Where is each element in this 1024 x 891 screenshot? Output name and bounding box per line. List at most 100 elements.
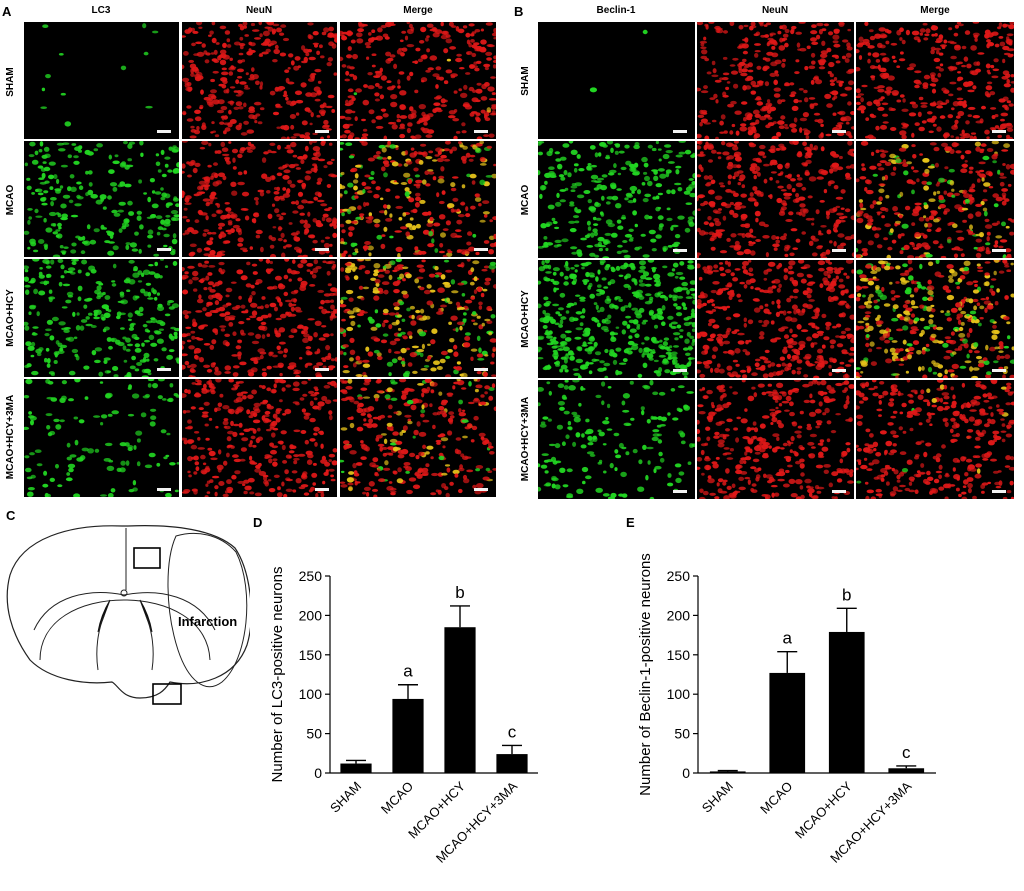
scale-bar <box>992 130 1006 133</box>
figd-y-tick-label: 50 <box>306 726 322 742</box>
figb-neun-panel <box>697 22 854 139</box>
figd-significance-label: b <box>455 583 464 602</box>
scale-bar <box>992 249 1006 252</box>
scale-bar <box>157 248 171 251</box>
fige-y-label: Number of Beclin-1-positive neurons <box>637 553 654 796</box>
fige-y-tick-label: 250 <box>667 568 691 584</box>
figa-lc3-panel <box>24 141 179 257</box>
figb-neun-panel <box>697 260 854 378</box>
figb-row-label-mcao: MCAO <box>520 141 531 259</box>
fige-bar <box>829 632 865 773</box>
figd-y-tick-label: 100 <box>299 686 323 702</box>
figa-col-label-lc3: LC3 <box>24 5 178 16</box>
figb-beclin-panel <box>538 380 695 499</box>
scale-bar <box>474 130 488 133</box>
figd-y-tick-label: 200 <box>299 607 323 623</box>
figd-lc3-bar-chart: 0 50 100 150 200 250 Number of LC3-positive ne… <box>256 520 616 886</box>
panel-letter-e: E <box>626 515 635 530</box>
figa-merge-panel <box>340 22 496 139</box>
fige-category-label: SHAM <box>699 779 736 816</box>
infarction-outline <box>168 533 247 686</box>
panel-letter-b: B <box>514 4 523 19</box>
figb-beclin-panel <box>538 141 695 258</box>
scale-bar <box>474 488 488 491</box>
figd-y-label: Number of LC3-positive neurons <box>269 567 286 783</box>
fige-y-tick-label: 150 <box>667 647 691 663</box>
scale-bar <box>673 490 687 493</box>
figb-merge-panel <box>856 141 1014 258</box>
scale-bar <box>315 368 329 371</box>
scale-bar <box>157 130 171 133</box>
scale-bar <box>157 368 171 371</box>
fige-y-tick-label: 0 <box>682 765 690 781</box>
fige-category-label: MCAO <box>757 779 795 817</box>
figa-lc3-panel <box>24 22 179 139</box>
fige-y-tick-label: 200 <box>667 607 691 623</box>
figa-neun-panel <box>182 379 337 497</box>
fige-significance-label: c <box>902 743 911 762</box>
scale-bar <box>992 369 1006 372</box>
scale-bar <box>315 248 329 251</box>
scale-bar <box>474 368 488 371</box>
scale-bar <box>673 369 687 372</box>
figb-merge-panel <box>856 260 1014 378</box>
scale-bar <box>832 130 846 133</box>
scale-bar <box>832 249 846 252</box>
fige-bar <box>710 771 746 773</box>
figd-bar <box>444 627 475 773</box>
figb-row-label-sham: SHAM <box>520 21 531 141</box>
panel-letter-a: A <box>2 4 11 19</box>
scale-bar <box>157 488 171 491</box>
figd-y-tick-label: 250 <box>299 568 323 584</box>
figd-y-tick-label: 0 <box>314 765 322 781</box>
figa-row-label-sham: SHAM <box>5 23 16 141</box>
figa-merge-panel <box>340 259 496 377</box>
figa-row-label-mcao-hcy: MCAO+HCY <box>5 259 16 377</box>
scale-bar <box>315 488 329 491</box>
figa-neun-panel <box>182 22 337 139</box>
figa-row-label-mcao-hcy-3ma: MCAO+HCY+3MA <box>5 377 16 497</box>
figd-significance-label: a <box>403 662 413 681</box>
figb-neun-panel <box>697 380 854 499</box>
figa-neun-panel <box>182 259 337 377</box>
figa-lc3-panel <box>24 379 179 497</box>
figa-col-label-neun: NeuN <box>182 5 336 16</box>
figc-brain-diagram: Infarction <box>0 520 250 720</box>
figb-col-label-beclin: Beclin-1 <box>538 5 694 16</box>
scale-bar <box>474 248 488 251</box>
figd-significance-label: c <box>508 722 517 741</box>
scale-bar <box>832 369 846 372</box>
figd-chart-svg: 0 50 100 150 200 250 Number of LC3-positive ne… <box>256 520 616 886</box>
fige-bar <box>769 673 805 773</box>
figb-row-label-mcao-hcy-3ma: MCAO+HCY+3MA <box>520 379 531 499</box>
figd-bar <box>340 764 371 773</box>
figb-merge-panel <box>856 380 1014 499</box>
figb-col-label-neun: NeuN <box>697 5 853 16</box>
fige-bar <box>888 768 924 773</box>
figb-col-label-merge: Merge <box>856 5 1014 16</box>
fige-category-label: MCAO+HCY <box>792 778 855 841</box>
figa-merge-panel <box>340 379 496 497</box>
figa-row-label-mcao: MCAO <box>5 141 16 259</box>
figd-category-label: SHAM <box>327 779 364 816</box>
figd-category-label: MCAO <box>378 779 416 817</box>
figb-row-label-mcao-hcy: MCAO+HCY <box>520 260 531 378</box>
figb-neun-panel <box>697 141 854 258</box>
fige-significance-label: b <box>842 585 851 604</box>
figb-beclin-panel <box>538 260 695 378</box>
sample-box-cortex <box>134 548 160 568</box>
fige-y-tick-label: 50 <box>674 726 690 742</box>
figa-merge-panel <box>340 141 496 257</box>
figb-merge-panel <box>856 22 1014 139</box>
figd-y-tick-label: 150 <box>299 647 323 663</box>
figd-bar <box>496 754 527 773</box>
figa-neun-panel <box>182 141 337 257</box>
figb-beclin-panel <box>538 22 695 139</box>
figa-col-label-merge: Merge <box>340 5 496 16</box>
scale-bar <box>673 130 687 133</box>
scale-bar <box>992 490 1006 493</box>
scale-bar <box>315 130 329 133</box>
fige-significance-label: a <box>783 629 793 648</box>
